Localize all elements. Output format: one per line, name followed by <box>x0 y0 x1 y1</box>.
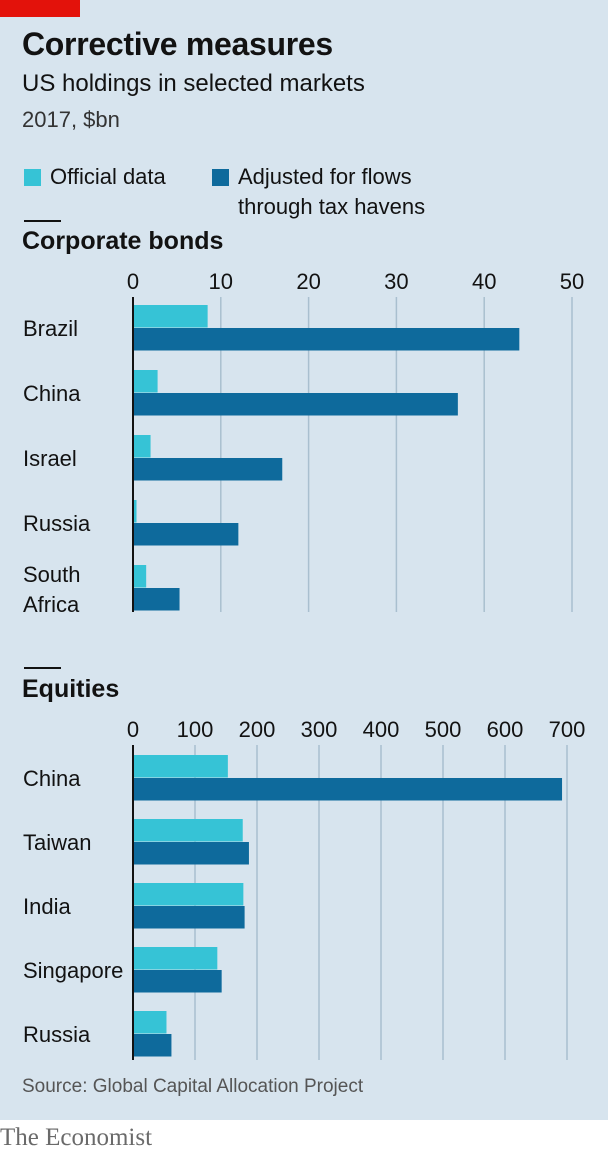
brand-wordmark: The Economist <box>0 1124 153 1151</box>
chart-panel: Corrective measures US holdings in selec… <box>0 0 608 1120</box>
tick-label: 0 <box>127 269 139 294</box>
tick-label: 600 <box>487 717 524 742</box>
bar-official <box>133 947 218 970</box>
section-rule-equities <box>24 667 61 669</box>
tick-label: 100 <box>177 717 214 742</box>
bar-charts-svg: 0 10 20 30 40 50 Brazil China Israel Russia South A… <box>23 269 586 1060</box>
tick-label: 40 <box>472 269 496 294</box>
category-label: China <box>23 381 81 406</box>
legend-swatch-adjusted <box>212 169 229 186</box>
category-label: Israel <box>23 446 77 471</box>
bar-official <box>133 305 208 328</box>
bar-adjusted <box>133 393 458 416</box>
category-label: Russia <box>23 511 91 536</box>
source-note: Source: Global Capital Allocation Projec… <box>22 1076 364 1097</box>
section-title-bonds: Corporate bonds <box>22 227 224 255</box>
tick-label: 200 <box>239 717 276 742</box>
tick-label: 300 <box>301 717 338 742</box>
bar-adjusted <box>133 588 180 611</box>
legend-label-adjusted-line2: through tax havens <box>238 194 426 219</box>
bar-official <box>133 883 244 906</box>
bar-official <box>133 435 151 458</box>
legend-label-adjusted-line1: Adjusted for flows <box>238 164 412 189</box>
legend-label-official: Official data <box>50 164 166 189</box>
bar-adjusted <box>133 906 245 929</box>
tick-label: 700 <box>549 717 586 742</box>
bar-adjusted <box>133 842 249 865</box>
tick-label: 30 <box>384 269 408 294</box>
section-rule-bonds <box>24 220 61 222</box>
chart-units: 2017, $bn <box>22 107 120 132</box>
bar-adjusted <box>133 970 222 993</box>
tick-label: 500 <box>425 717 462 742</box>
bar-official <box>133 370 158 393</box>
tick-label: 50 <box>560 269 584 294</box>
tick-label: 20 <box>296 269 320 294</box>
chart-subtitle: US holdings in selected markets <box>22 70 365 97</box>
legend-swatch-official <box>24 169 41 186</box>
bar-adjusted <box>133 1034 172 1057</box>
category-label: Brazil <box>23 316 78 341</box>
category-label: India <box>23 894 71 919</box>
category-label: Africa <box>23 592 80 617</box>
chart-title: Corrective measures <box>22 26 333 62</box>
bar-adjusted <box>133 778 563 801</box>
bar-official <box>133 1011 167 1034</box>
tick-label: 10 <box>209 269 233 294</box>
category-label: Taiwan <box>23 830 91 855</box>
tick-label: 400 <box>363 717 400 742</box>
category-label: South <box>23 562 81 587</box>
category-label: Singapore <box>23 958 123 983</box>
bar-official <box>133 500 137 523</box>
tick-label: 0 <box>127 717 139 742</box>
bar-official <box>133 755 228 778</box>
category-label: China <box>23 766 81 791</box>
bar-official <box>133 565 147 588</box>
bar-adjusted <box>133 523 239 546</box>
section-title-equities: Equities <box>22 675 120 703</box>
bar-official <box>133 819 243 842</box>
bar-adjusted <box>133 458 283 481</box>
bar-adjusted <box>133 328 520 351</box>
category-label: Russia <box>23 1022 91 1047</box>
brand-red-tag <box>0 0 80 17</box>
